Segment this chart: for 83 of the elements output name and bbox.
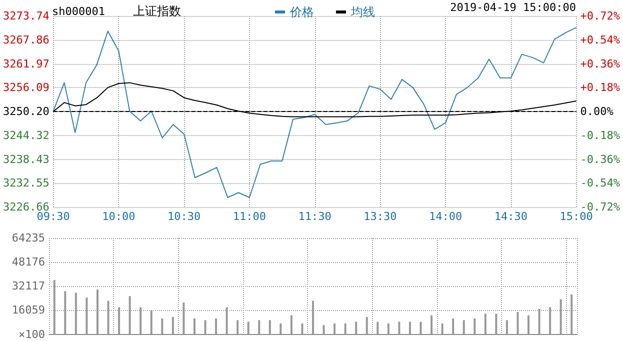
x-tick-label: 14:00 (428, 210, 462, 223)
bar (140, 307, 142, 334)
y-tick-label: 3267.86 (3, 33, 50, 46)
y-tick-label: 48176 (12, 256, 45, 268)
bar (366, 316, 368, 334)
bar (236, 320, 239, 334)
bar (387, 323, 390, 334)
bar (344, 323, 346, 334)
x-tick-label: 11:30 (298, 210, 332, 223)
bar (516, 312, 519, 334)
y-tick-label: 32117 (12, 280, 45, 292)
bar (441, 323, 444, 334)
bar (484, 314, 486, 334)
bar (268, 320, 271, 334)
x-tick-label: 10:30 (168, 210, 201, 223)
bar (107, 300, 110, 334)
bar (528, 315, 530, 334)
y2-tick-label: -0.54% (580, 176, 620, 190)
bar (334, 323, 336, 334)
bar (258, 320, 260, 334)
bar (161, 318, 164, 334)
bar (182, 302, 185, 334)
bar (495, 314, 498, 334)
bar (452, 318, 454, 334)
y-tick-label: 3232.55 (3, 176, 50, 190)
bar (301, 323, 304, 334)
bar (290, 315, 292, 334)
bar (280, 323, 282, 334)
bar (226, 307, 228, 334)
bar (560, 299, 562, 334)
bar (128, 296, 131, 334)
bar (322, 325, 325, 334)
bar (86, 298, 88, 334)
legend-label: 价格 (289, 5, 314, 19)
x-tick-label: 11:00 (232, 210, 266, 223)
y-tick-label: 16059 (12, 304, 45, 316)
y-axis-title: ×100 (18, 328, 45, 341)
bar (96, 289, 98, 334)
y-tick-label: 3256.09 (3, 81, 50, 94)
y2-tick-label: +0.36% (580, 57, 620, 70)
y-tick-label: 3250.20 (3, 105, 50, 118)
bar (312, 300, 314, 334)
bar (204, 320, 206, 334)
bar (172, 316, 174, 334)
y2-tick-label: +0.72% (580, 10, 620, 22)
bar (53, 280, 56, 334)
bar (408, 322, 411, 334)
y-tick-label: 3238.43 (3, 152, 50, 166)
bar (420, 322, 422, 334)
bar (474, 318, 476, 334)
bar (398, 322, 400, 334)
y2-tick-label: +0.18% (580, 81, 620, 94)
bar (64, 291, 66, 334)
bar (150, 310, 152, 334)
y2-tick-label: -0.18% (580, 128, 620, 142)
bar (462, 320, 465, 334)
x-tick-label: 13:30 (364, 210, 397, 223)
chart-title: 上证指数 (133, 4, 181, 18)
line-series (52, 27, 577, 198)
y2-tick-label: -0.36% (580, 152, 620, 166)
x-tick-label: 10:00 (102, 210, 136, 223)
chart-subtitle: sh000001 (52, 5, 105, 18)
bar (376, 322, 379, 334)
bar (118, 307, 120, 334)
legend-label: 均线 (350, 5, 375, 19)
bar (549, 307, 552, 334)
bar (506, 320, 508, 334)
bar (570, 294, 573, 334)
y-tick-label: 64235 (12, 232, 45, 244)
text: 2019-04-19 15:00:00 (450, 1, 576, 14)
bar (430, 315, 433, 334)
y2-tick-label: +0.54% (580, 33, 620, 46)
y2-tick-label: 0.00% (580, 105, 614, 118)
y-tick-label: 3273.74 (3, 10, 50, 22)
bar (193, 318, 196, 334)
x-tick-label: 14:30 (494, 210, 528, 223)
y-tick-label: 3244.32 (3, 128, 50, 142)
y-tick-label: 3261.97 (3, 57, 50, 70)
bar (355, 322, 358, 334)
bar (215, 318, 218, 334)
bar (247, 322, 250, 334)
bar (538, 308, 540, 334)
bar (74, 292, 77, 334)
